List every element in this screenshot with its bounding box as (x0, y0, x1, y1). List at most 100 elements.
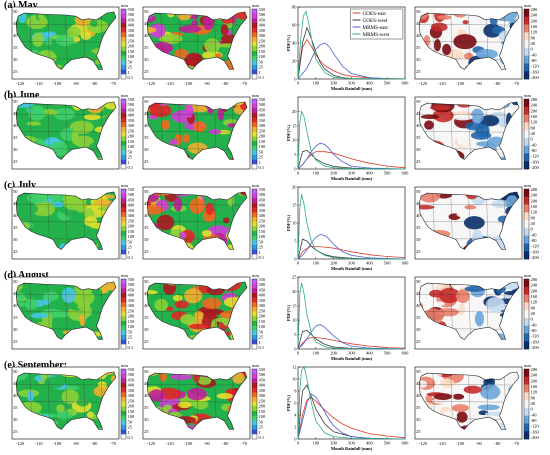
map-y-tick-label: 30 (144, 57, 149, 62)
map-y-tick-label: 30 (13, 237, 18, 242)
colorbar-swatch (524, 24, 529, 33)
colorbar-tick-label: 250 (128, 398, 136, 403)
pdf-x-tick-label: 300 (348, 171, 356, 176)
colorbar-swatch (252, 397, 257, 402)
colorbar-tick-label: -40 (531, 232, 538, 237)
colorbar-swatch (121, 9, 126, 14)
pdf-x-tick-label: 200 (330, 351, 338, 356)
colorbar-swatch (252, 425, 257, 430)
colorbar-swatch (252, 51, 257, 56)
colorbar-tick-label: 200 (259, 314, 267, 319)
legend-label: MRMS-east (363, 25, 389, 31)
colorbar-tick-label: 100 (128, 324, 136, 329)
colorbar-tick-label: 0.1 (128, 165, 134, 170)
map-y-tick-label: 45 (13, 381, 18, 386)
colorbar-swatch (121, 150, 126, 156)
colorbar-tick-label: 1 (259, 430, 261, 435)
colorbar-tick-label: 1 (128, 160, 130, 165)
colorbar-tick-label: 100 (259, 324, 267, 329)
colorbar-tick-label: 50 (128, 59, 133, 64)
map-x-tick-label: -90 (476, 81, 483, 86)
colorbar-tick-label: -200 (531, 435, 540, 440)
colorbar-swatch (121, 311, 126, 317)
pdf-y-axis-label: PDF(%) (286, 34, 291, 51)
pdf-y-tick-label: 10 (292, 377, 297, 382)
colorbar-swatch (252, 18, 257, 24)
colorbar-swatch (524, 161, 529, 170)
map-y-tick-label: 50 (13, 369, 18, 374)
pdf-x-tick-label: 300 (348, 261, 356, 266)
map-y-tick-label: 30 (416, 237, 421, 242)
colorbar-tick-label: 80 (531, 35, 536, 40)
colorbar-tick-label: 120 (531, 300, 539, 305)
us-outline (15, 191, 117, 250)
pdf-x-tick-label: 0 (297, 261, 300, 266)
colorbar-swatch (121, 249, 126, 255)
map-x-tick-label: -110 (438, 81, 447, 86)
us-outline (418, 101, 520, 160)
colorbar-tick-label: 240 (531, 283, 539, 288)
colorbar-tick-label: 500 (128, 102, 136, 107)
map-y-tick-label: 25 (416, 249, 421, 254)
pdf-y-axis-label: PDF(%) (286, 394, 291, 411)
map-y-tick-label: 30 (144, 417, 149, 422)
map-x-tick-label: -100 (53, 441, 62, 446)
colorbar-swatch (252, 150, 257, 156)
colorbar-swatch (524, 9, 529, 18)
colorbar-swatch (524, 32, 529, 41)
map-y-tick-label: 40 (144, 213, 149, 218)
colorbar-swatch (121, 117, 126, 123)
colorbar-swatch (121, 37, 126, 42)
pdf-x-tick-label: 200 (330, 81, 338, 86)
colorbar-swatch (252, 235, 257, 241)
map-panel-r4-c0: 50 45 40 35 30 25 -120 -110 -100 -90 -80 -70 (11, 366, 120, 446)
pdf-x-tick-label: 600 (402, 261, 410, 266)
colorbar-tick-label: 450 (128, 287, 136, 292)
map-y-tick-label: 45 (144, 291, 149, 296)
map-x-tick-label: -100 (456, 441, 465, 446)
pdf-y-tick-label: 10 (292, 318, 297, 323)
map-y-tick-label: 35 (13, 45, 18, 50)
colorbar-swatch (524, 302, 529, 311)
colorbar-tick-label: 300 (128, 393, 136, 398)
colorbar-swatch (121, 325, 126, 331)
colorbar-swatch (252, 74, 257, 80)
pdf-x-axis-label: Month Rainfall (mm) (331, 176, 373, 181)
map-y-tick-label: 50 (416, 279, 421, 284)
colorbar-swatch (252, 369, 257, 374)
colorbar-tick-label: 500 (128, 192, 136, 197)
colorbar-tick-label: 100 (259, 54, 267, 59)
colorbar-swatch (524, 63, 529, 72)
map-y-tick-label: 50 (13, 9, 18, 14)
colorbar-tick-label: 500 (128, 372, 136, 377)
colorbar-tick-label: -200 (531, 75, 540, 80)
colorbar-tick-label: 0 (531, 137, 534, 142)
colorbar-swatch (121, 279, 126, 284)
us-outline (15, 371, 117, 430)
map-panel-r0-c3: 50 45 40 35 30 25 -120 -110 -100 -90 -80 -70 (414, 6, 523, 86)
colorbar-swatch (252, 108, 257, 114)
colorbar-tick-label: 40 (531, 401, 536, 406)
colorbar-swatch (121, 113, 126, 118)
map-x-tick-label: -120 (147, 441, 156, 446)
colorbar-swatch (252, 203, 257, 208)
colorbar-tick-label: 0.1 (128, 345, 134, 350)
colorbar-tick-label: 50 (259, 419, 264, 424)
map-y-tick-label: 40 (144, 123, 149, 128)
colorbar-tick-label: 400 (128, 383, 136, 388)
colorbar-swatch (121, 302, 126, 308)
map-y-tick-label: 25 (144, 69, 149, 74)
colorbar-swatch (524, 122, 529, 131)
map-y-tick-label: 40 (416, 123, 421, 128)
colorbar-unit: mm (121, 3, 129, 8)
colorbar-swatch (252, 127, 257, 132)
colorbar-swatch (252, 212, 257, 218)
map-panel-r0-c1: 50 45 40 35 30 25 -120 -110 -100 -90 -80 -70 (142, 6, 251, 86)
pdf-x-axis-label: Month Rainfall (mm) (331, 356, 373, 361)
colorbar-tick-label: 40 (531, 41, 536, 46)
pdf-x-tick-label: 500 (384, 261, 392, 266)
map-y-tick-label: 50 (13, 279, 18, 284)
colorbar-tick-label: 80 (531, 395, 536, 400)
